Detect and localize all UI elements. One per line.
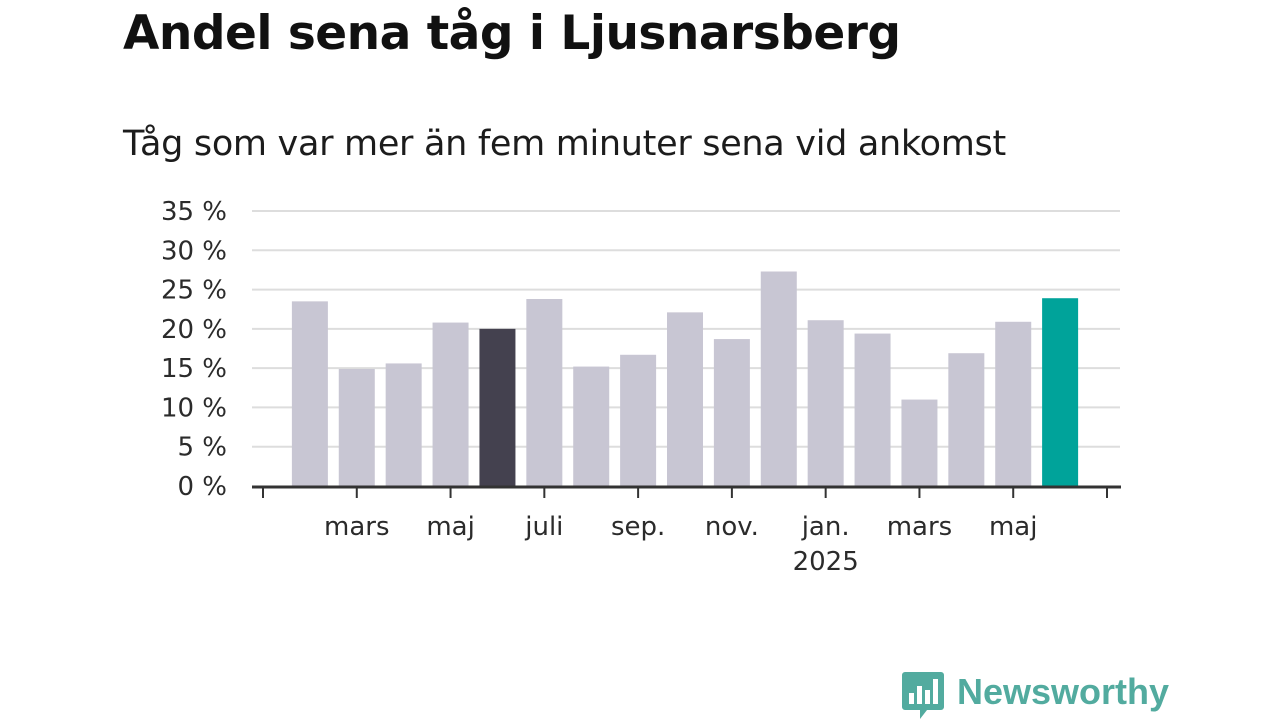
- bar: [620, 354, 657, 486]
- x-axis: [252, 485, 1121, 498]
- x-axis-tick-labels: mars maj juli sep. nov. jan. 2025 mars maj: [324, 512, 1037, 577]
- x-tick-label: jan.: [801, 512, 850, 542]
- chart-subtitle: Tåg som var mer än fem minuter sena vid …: [123, 124, 1006, 164]
- y-tick-label: 10 %: [161, 393, 227, 423]
- bar: [385, 363, 422, 486]
- bar: [573, 366, 610, 486]
- y-axis-tick-labels: 0 % 5 % 10 % 15 % 20 % 25 % 30 % 35 %: [161, 197, 227, 502]
- bar: [713, 339, 750, 486]
- bar: [291, 301, 328, 486]
- bar: [901, 399, 938, 486]
- x-tick-label: mars: [887, 512, 953, 542]
- y-tick-label: 20 %: [161, 315, 227, 345]
- bar: [338, 368, 375, 486]
- x-tick-year-label: 2025: [793, 547, 859, 577]
- bar: [807, 320, 844, 486]
- x-tick-label: nov.: [705, 512, 759, 542]
- bar: [479, 328, 516, 486]
- x-tick-label: mars: [324, 512, 390, 542]
- y-tick-label: 30 %: [161, 236, 227, 266]
- bar: [948, 353, 985, 486]
- chart-title: Andel sena tåg i Ljusnarsberg: [123, 6, 901, 61]
- bar: [1042, 298, 1079, 486]
- x-tick-label: juli: [524, 512, 563, 542]
- x-tick-label: maj: [426, 512, 474, 542]
- newsworthy-logo-text: Newsworthy: [957, 671, 1170, 712]
- y-tick-label: 25 %: [161, 276, 227, 306]
- bar: [667, 312, 703, 486]
- bar: [760, 271, 797, 486]
- y-tick-label: 35 %: [161, 197, 227, 227]
- y-tick-label: 15 %: [161, 354, 227, 384]
- x-tick-label: sep.: [611, 512, 665, 542]
- bar: [526, 299, 563, 486]
- bar: [854, 333, 891, 486]
- x-tick-label: maj: [989, 512, 1037, 542]
- bar: [432, 322, 469, 486]
- newsworthy-logo: Newsworthy: [901, 671, 1169, 721]
- y-tick-label: 0 %: [177, 472, 227, 502]
- bar: [995, 321, 1032, 486]
- bars: [291, 271, 1079, 486]
- y-tick-label: 5 %: [177, 433, 227, 463]
- newsworthy-logo-icon: [902, 672, 944, 719]
